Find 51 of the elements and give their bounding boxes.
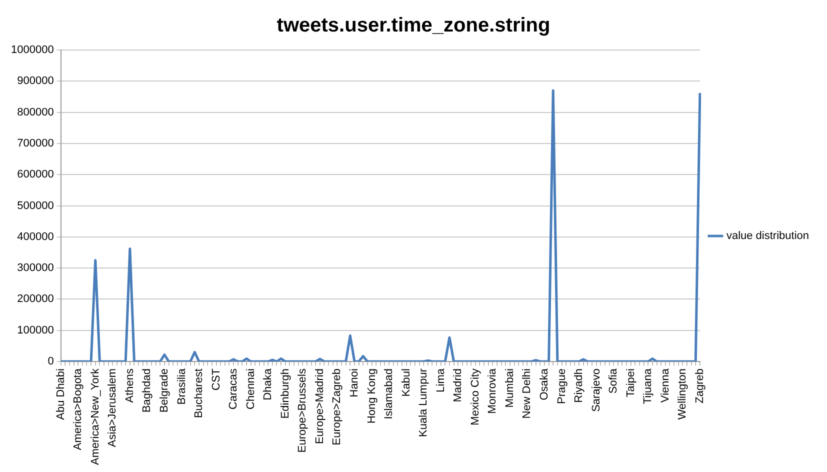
x-tick-label: Riyadh	[573, 368, 586, 403]
y-tick-label: 100000	[17, 324, 54, 336]
y-tick-label: 700000	[17, 137, 54, 150]
x-tick-label: Athens	[124, 368, 136, 403]
x-tick-label: Bucharest	[193, 368, 206, 418]
y-tick-label: 0	[48, 356, 54, 368]
x-tick-label: Sofia	[608, 368, 620, 394]
x-tick-label: Kabul	[400, 368, 412, 397]
legend-label: value distribution	[726, 230, 810, 242]
x-tick-label: Brasilia	[176, 368, 188, 405]
x-tick-label: Baghdad	[141, 368, 154, 413]
x-tick-label: Kuala Lumpur	[418, 368, 430, 438]
x-tick-label: Belgrade	[158, 368, 170, 413]
x-tick-label: Wellington	[676, 368, 689, 420]
x-tick-label: America>Bogota	[72, 368, 84, 450]
x-tick-label: Vienna	[659, 368, 672, 403]
x-tick-label: New Delhi	[521, 368, 534, 419]
x-tick-label: Hong Kong	[366, 368, 378, 424]
x-tick-label: Dhaka	[262, 368, 274, 400]
y-tick-label: 300000	[17, 262, 54, 274]
x-tick-label: Islamabad	[383, 368, 396, 420]
x-tick-label: Abu Dhabi	[54, 368, 67, 420]
x-tick-label: Monrovia	[486, 368, 499, 414]
y-tick-label: 800000	[17, 106, 54, 118]
y-tick-label: 500000	[17, 200, 54, 212]
x-tick-label: Lima	[434, 368, 447, 392]
x-tick-label: Europe>Madrid	[314, 368, 326, 444]
x-tick-label: Europe>Zagreb	[331, 368, 344, 446]
x-tick-label: America>New_York	[89, 368, 102, 466]
x-tick-label: Prague	[556, 368, 568, 404]
x-tick-label: Mexico City	[469, 368, 482, 426]
y-tick-label: 900000	[17, 75, 54, 88]
x-tick-label: Madrid	[452, 368, 464, 402]
chart-title: tweets.user.time_zone.string	[276, 14, 550, 37]
y-tick-label: 600000	[17, 168, 54, 181]
x-tick-label: Osaka	[538, 368, 551, 400]
x-tick-label: Zagreb	[694, 368, 706, 404]
x-tick-label: Tijuana	[642, 368, 654, 404]
y-tick-label: 200000	[17, 293, 54, 306]
x-tick-label: Taipei	[624, 368, 637, 398]
x-tick-label: CST	[210, 368, 222, 391]
x-tick-label: Hanoi	[348, 368, 361, 398]
x-tick-label: Caracas	[228, 368, 240, 410]
x-tick-label: Edinburgh	[279, 368, 292, 419]
x-tick-label: Sarajevo	[590, 368, 602, 412]
x-tick-label: Europe>Brussels	[296, 368, 309, 453]
x-tick-label: Chennai	[244, 368, 257, 410]
x-tick-label: Asia>Jerusalem	[106, 368, 119, 448]
y-tick-label: 1000000	[10, 44, 54, 56]
x-tick-label: Mumbai	[504, 368, 516, 408]
y-tick-label: 400000	[17, 230, 54, 243]
